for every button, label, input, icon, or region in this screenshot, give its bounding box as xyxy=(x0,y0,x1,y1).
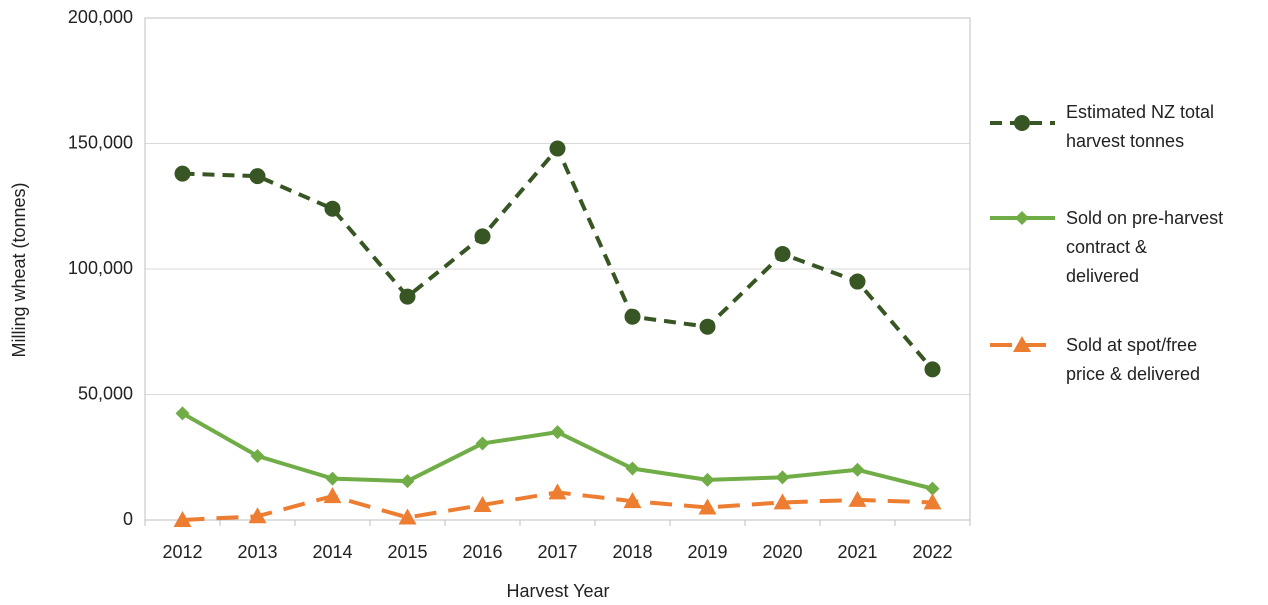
marker xyxy=(325,471,340,486)
x-tick-label: 2012 xyxy=(162,542,202,562)
y-tick-label: 200,000 xyxy=(68,7,133,27)
marker xyxy=(850,462,865,477)
legend-label: Sold at spot/free price & delivered xyxy=(1066,335,1201,384)
marker xyxy=(250,448,265,463)
x-tick-label: 2015 xyxy=(387,542,427,562)
marker xyxy=(848,490,867,507)
marker xyxy=(324,200,341,217)
x-tick-label: 2019 xyxy=(687,542,727,562)
x-tick-label: 2013 xyxy=(237,542,277,562)
y-axis-title: Milling wheat (tonnes) xyxy=(9,182,29,357)
plot-border xyxy=(144,17,971,521)
x-tick-label: 2020 xyxy=(762,542,802,562)
marker xyxy=(550,425,565,440)
x-tick-label: 2016 xyxy=(462,542,502,562)
marker xyxy=(774,245,791,262)
marker xyxy=(700,472,715,487)
marker xyxy=(474,228,491,245)
marker xyxy=(249,168,266,185)
x-tick-label: 2017 xyxy=(537,542,577,562)
marker xyxy=(923,493,942,510)
y-tick-label: 100,000 xyxy=(68,258,133,278)
legend-label: Estimated NZ total harvest tonnes xyxy=(1066,102,1215,151)
y-tick-label: 150,000 xyxy=(68,132,133,152)
y-tick-label: 0 xyxy=(123,509,133,529)
marker xyxy=(698,498,717,515)
marker xyxy=(400,474,415,489)
marker xyxy=(399,288,416,305)
marker xyxy=(549,140,566,157)
x-tick-label: 2014 xyxy=(312,542,352,562)
marker xyxy=(175,406,190,421)
marker xyxy=(473,495,492,512)
marker xyxy=(925,481,940,496)
marker xyxy=(773,493,792,510)
marker xyxy=(624,308,641,325)
x-tick-label: 2021 xyxy=(837,542,877,562)
marker xyxy=(248,507,267,524)
marker xyxy=(623,492,642,509)
x-tick-label: 2018 xyxy=(612,542,652,562)
marker xyxy=(174,165,191,182)
marker xyxy=(699,318,716,335)
marker xyxy=(323,487,342,504)
marker xyxy=(173,511,192,527)
series-line xyxy=(182,146,935,371)
marker xyxy=(548,483,567,500)
legend-label: Sold on pre-harvest contract & delivered xyxy=(1066,208,1224,286)
marker xyxy=(625,461,640,476)
x-tick-label: 2022 xyxy=(912,542,952,562)
marker xyxy=(398,508,417,525)
marker xyxy=(849,273,866,290)
marker xyxy=(1014,115,1030,131)
marker xyxy=(1013,336,1031,352)
marker xyxy=(775,470,790,485)
y-tick-label: 50,000 xyxy=(78,383,133,403)
x-axis-title: Harvest Year xyxy=(506,581,609,601)
marker xyxy=(924,361,941,378)
marker xyxy=(475,436,490,451)
marker xyxy=(1015,211,1029,225)
series-line xyxy=(181,411,933,491)
